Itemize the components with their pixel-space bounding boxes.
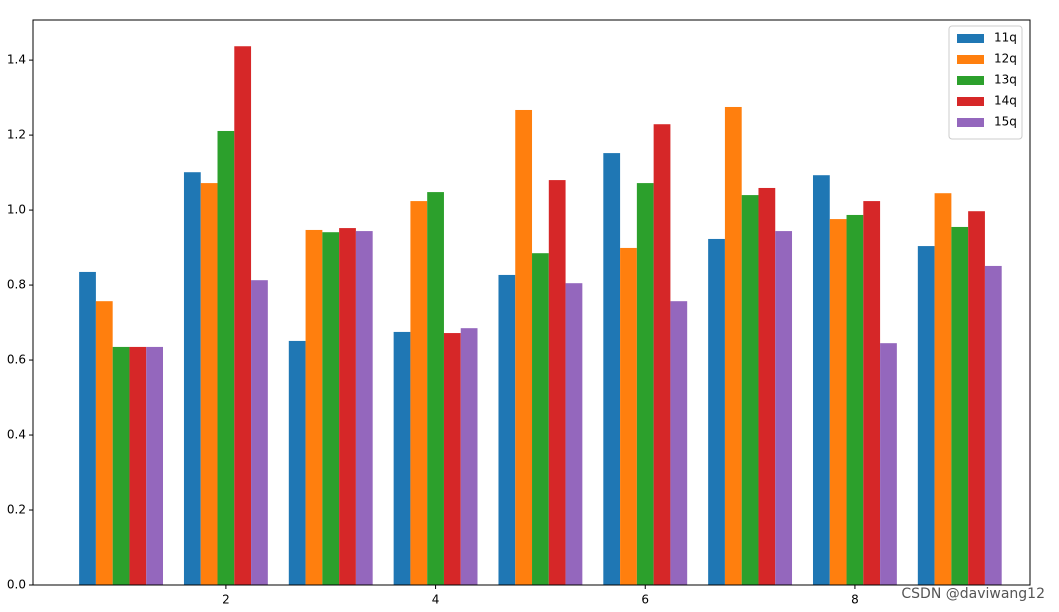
y-tick-label: 1.2 [7,128,26,142]
bar [112,346,130,585]
bar [410,201,428,585]
bar [183,172,201,586]
bar [775,231,793,585]
bar [288,340,306,585]
bar [636,183,654,585]
bar [917,246,935,585]
bar [846,214,864,586]
y-tick-label: 0.6 [7,353,26,367]
x-tick-label: 2 [222,593,230,607]
watermark: CSDN @daviwang12 [901,586,1045,602]
legend-box [948,25,1023,140]
bar [670,301,688,585]
legend-swatch [957,76,984,85]
bar [427,192,444,586]
bar [217,130,235,585]
bar [863,201,881,585]
bar [498,274,516,585]
bar [79,271,96,585]
bar [984,265,1002,585]
bar [565,283,583,585]
bar [251,280,268,585]
bar [934,193,952,586]
bar [741,195,759,586]
legend-label: 11q [994,31,1017,45]
bar [951,226,969,585]
bar [532,253,549,585]
bar [322,232,340,585]
y-tick-label: 1.0 [7,203,26,217]
bar [355,231,373,585]
bar [812,175,830,585]
y-tick-label: 0.8 [7,278,26,292]
bar [724,106,742,585]
legend-label: 15q [994,115,1017,129]
bar [305,229,323,585]
bar [200,183,218,585]
bar [393,331,411,585]
bar [443,333,461,585]
y-tick-label: 0.2 [7,503,26,517]
y-tick-label: 0.0 [7,578,26,592]
bar [968,211,985,585]
x-tick-label: 6 [641,593,649,607]
bar [548,180,566,585]
bar [829,219,847,586]
legend-label: 12q [994,52,1017,66]
x-tick-label: 4 [432,593,440,607]
bar [234,46,252,585]
y-tick-label: 0.4 [7,428,26,442]
bar [515,109,533,585]
bar [603,153,621,585]
bar [620,247,637,585]
bar [880,343,897,585]
bar [95,301,113,585]
legend-swatch [957,118,984,127]
legend-swatch [957,34,984,43]
legend-label: 14q [994,94,1017,108]
legend-swatch [957,97,984,106]
bar [708,238,725,586]
bar [758,187,776,586]
y-tick-label: 1.4 [7,53,26,67]
legend-swatch [957,55,984,64]
bar [129,346,147,585]
bar [460,328,478,585]
legend-label: 13q [994,73,1017,87]
bar [146,346,163,585]
bar [339,228,356,585]
x-tick-label: 8 [851,593,859,607]
plot-frame [32,19,1031,586]
bar [653,124,671,586]
